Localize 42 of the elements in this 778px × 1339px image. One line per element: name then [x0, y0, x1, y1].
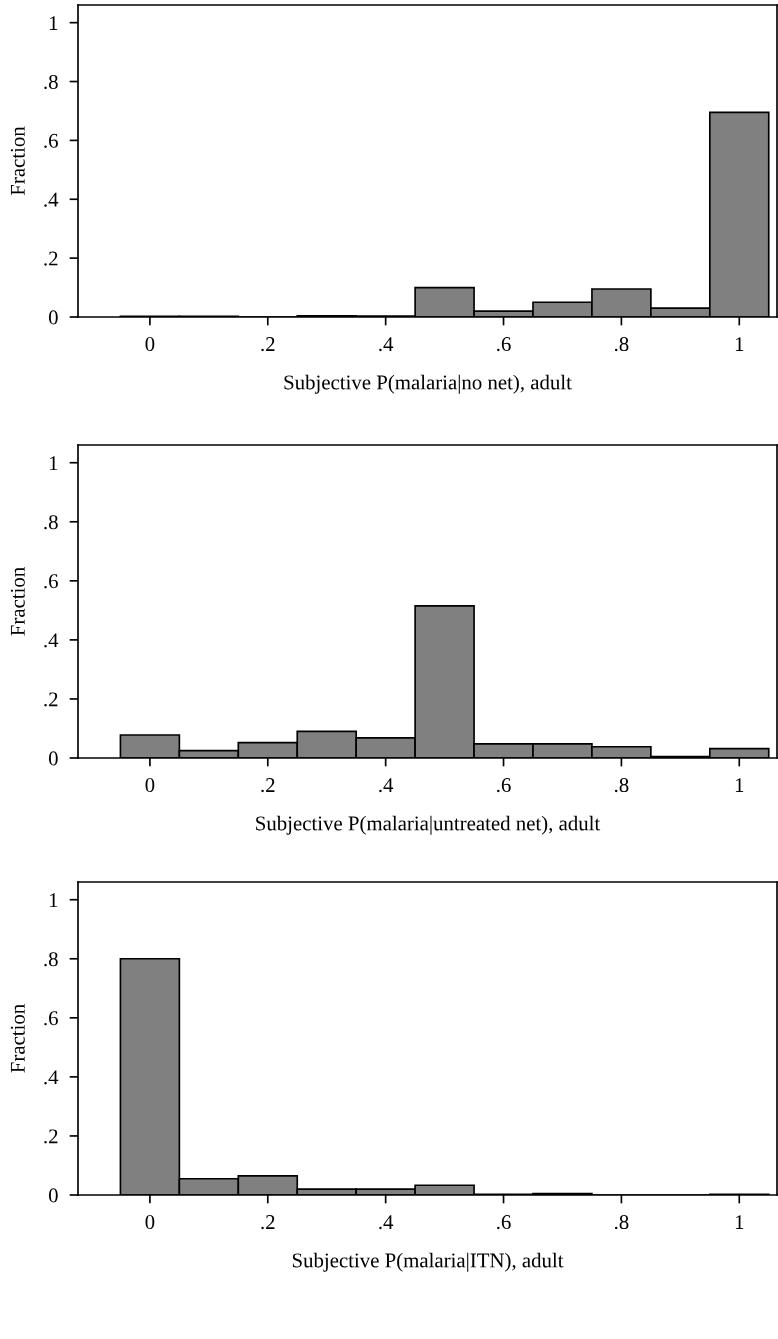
- x-tick-label: .6: [497, 778, 511, 793]
- y-tick-label: .8: [44, 952, 58, 967]
- x-tick-label: .8: [614, 337, 629, 352]
- y-tick-label: 0: [48, 1188, 58, 1203]
- y-tick-label: .2: [44, 1129, 58, 1144]
- x-tick-label: .6: [497, 337, 511, 352]
- x-axis-title: Subjective P(malaria|ITN), adult: [292, 1252, 564, 1272]
- y-tick-label: 0: [48, 751, 58, 766]
- y-axis-title: Fraction: [10, 1004, 25, 1073]
- x-tick-label: .4: [379, 1215, 394, 1230]
- x-tick-label: .6: [497, 1215, 511, 1230]
- x-tick-label: 0: [145, 337, 155, 352]
- x-tick-label: 1: [735, 778, 744, 792]
- x-tick-label: .8: [614, 1215, 629, 1230]
- y-tick-label: .4: [44, 192, 59, 207]
- x-axis-title: Subjective P(malaria|untreated net), adult: [256, 815, 601, 835]
- x-tick-label: 0: [145, 1215, 155, 1230]
- x-axis-title: Subjective P(malaria|no net), adult: [284, 374, 572, 394]
- x-tick-label: .4: [379, 337, 394, 352]
- y-tick-label: 0: [48, 310, 58, 325]
- y-tick-label: 1: [49, 893, 58, 907]
- y-tick-label: .2: [44, 251, 58, 266]
- y-tick-label: .8: [44, 515, 58, 530]
- x-tick-label: .2: [261, 1215, 275, 1230]
- y-tick-label: .2: [44, 692, 58, 707]
- y-tick-label: .4: [44, 1070, 59, 1085]
- y-axis-title: Fraction: [10, 567, 25, 636]
- x-tick-label: .2: [261, 337, 275, 352]
- y-tick-label: .4: [44, 633, 59, 648]
- y-tick-label: 1: [49, 456, 58, 470]
- x-tick-label: 1: [735, 337, 744, 351]
- x-tick-label: 1: [735, 1215, 744, 1229]
- x-tick-label: .4: [379, 778, 394, 793]
- y-tick-label: 1: [49, 16, 58, 30]
- x-tick-label: .2: [261, 778, 275, 793]
- y-axis-title: Fraction: [10, 126, 25, 196]
- y-tick-label: .6: [44, 1011, 58, 1026]
- y-tick-label: .6: [44, 574, 58, 589]
- y-tick-label: .8: [44, 74, 58, 90]
- x-tick-label: 0: [145, 778, 155, 793]
- y-tick-label: .6: [44, 133, 58, 148]
- x-tick-label: .8: [614, 778, 629, 793]
